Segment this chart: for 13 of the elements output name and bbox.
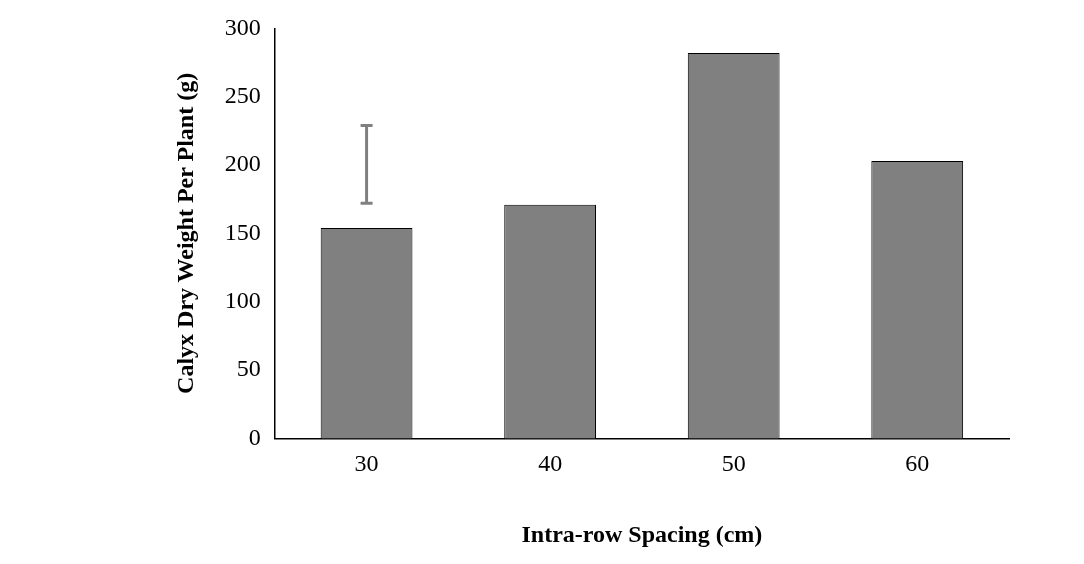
x-tick-label: 60 <box>905 450 930 477</box>
x-tick-label: 30 <box>354 450 379 477</box>
y-tick-label: 150 <box>224 218 261 245</box>
y-tick-label: 50 <box>236 355 261 382</box>
x-axis-title: Intra-row Spacing (cm) <box>521 520 763 547</box>
y-tick-label: 300 <box>224 13 261 40</box>
y-tick-label: 250 <box>224 82 261 109</box>
y-tick-label: 100 <box>224 287 261 314</box>
x-tick-label: 40 <box>538 450 563 477</box>
x-tick-label: 50 <box>721 450 746 477</box>
y-tick-label: 0 <box>248 423 261 450</box>
y-tick-label: 200 <box>224 150 261 177</box>
y-axis-title: Calyx Dry Weight Per Plant (g) <box>171 72 198 394</box>
